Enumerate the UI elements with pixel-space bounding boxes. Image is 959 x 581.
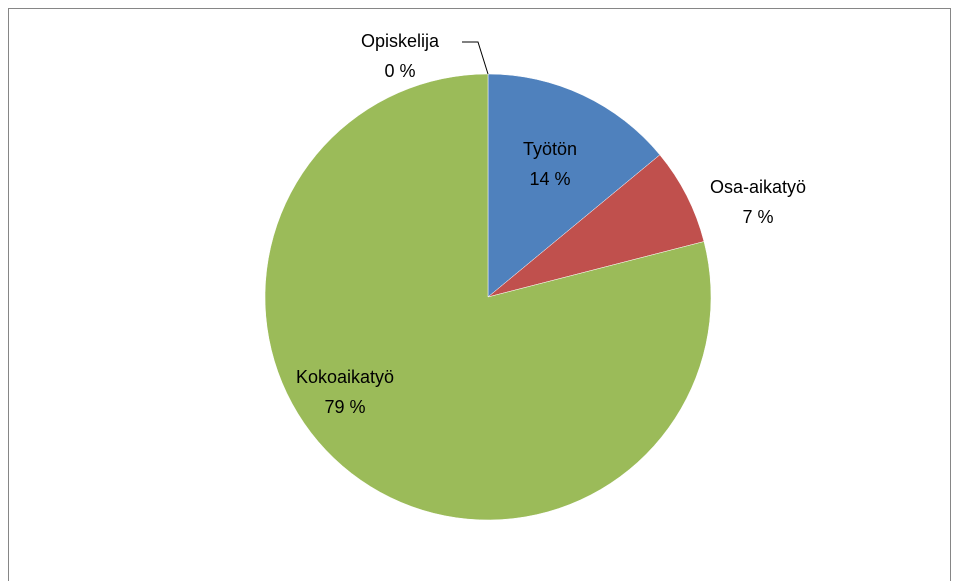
pie-slice [487,73,661,298]
leader-line [462,41,489,75]
slice-value-label: 7 % [742,207,773,227]
pie [264,73,712,521]
slice-value-label: 14 % [529,169,570,189]
slice-label: Työtön [523,139,577,159]
slice-label: Osa-aikatyö [710,177,806,197]
slice-label: Kokoaikatyö [296,367,394,387]
slice-value-label: 0 % [384,61,415,81]
slice-value-label: 79 % [324,397,365,417]
slice-label: Opiskelija [361,31,440,51]
pie-slice [264,73,712,521]
